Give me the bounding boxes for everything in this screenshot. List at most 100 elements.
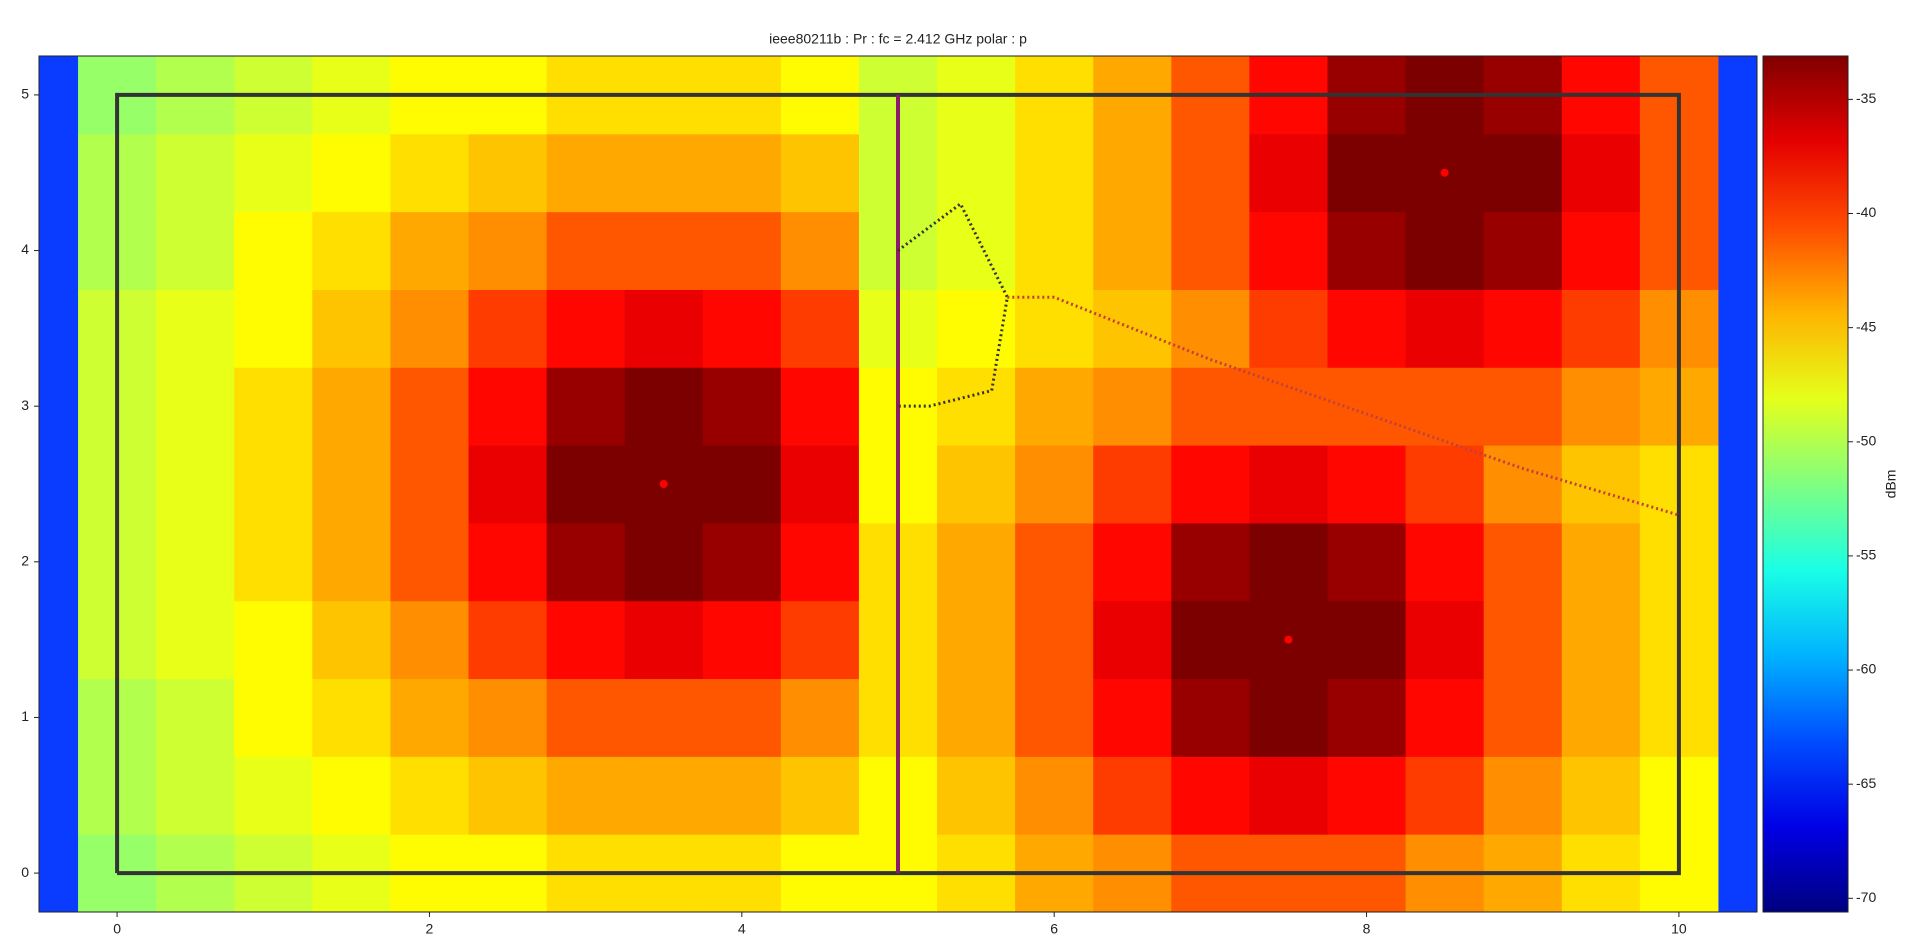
heat-cell <box>390 289 469 368</box>
heat-cell <box>1171 445 1250 524</box>
heat-cell <box>390 756 469 835</box>
heat-cell <box>1483 600 1563 680</box>
heat-cell <box>702 133 782 213</box>
heat-cell <box>390 678 469 757</box>
heat-cell <box>390 600 469 680</box>
heat-cell <box>1561 211 1641 290</box>
heat-cell <box>780 133 860 213</box>
heat-cell <box>1171 289 1250 368</box>
heat-cell <box>1327 211 1407 290</box>
heat-cell <box>1327 445 1407 524</box>
heat-cell <box>780 756 860 835</box>
colorbar-tick-label: -35 <box>1856 90 1876 106</box>
heat-cell <box>702 367 782 446</box>
heat-cell <box>468 289 548 368</box>
heat-cell <box>1405 600 1485 680</box>
heat-cell <box>702 600 782 680</box>
heat-cell <box>546 133 626 213</box>
heat-cell <box>312 367 391 446</box>
heat-cell <box>1093 678 1172 757</box>
heat-cell <box>780 367 860 446</box>
chart-title: ieee80211b : Pr : fc = 2.412 GHz polar :… <box>769 31 1027 47</box>
heat-cell <box>624 289 704 368</box>
heat-cell <box>937 367 1016 446</box>
heat-cell <box>1093 756 1172 835</box>
heat-cell <box>234 289 313 368</box>
heat-cell <box>234 756 313 835</box>
heat-cell <box>234 600 313 680</box>
heat-cell <box>156 678 235 757</box>
heat-cell <box>234 367 313 446</box>
heat-cell <box>312 756 391 835</box>
heat-cell <box>624 600 704 680</box>
x-tick-label: 8 <box>1363 921 1371 937</box>
heat-cell <box>390 522 469 602</box>
heat-cell <box>312 522 391 602</box>
heat-cell <box>937 600 1016 680</box>
heat-cell <box>1249 211 1328 290</box>
heat-cell <box>468 367 548 446</box>
heat-cell <box>1015 289 1094 368</box>
heat-cell <box>156 445 235 524</box>
heat-cell <box>546 678 626 757</box>
heat-cell <box>1171 367 1250 446</box>
heat-cell <box>1483 367 1563 446</box>
heat-cell <box>780 289 860 368</box>
heat-cell <box>312 133 391 213</box>
heat-cell <box>468 445 548 524</box>
heat-cell <box>1327 367 1407 446</box>
heat-cell <box>1405 445 1485 524</box>
heat-cell <box>1405 756 1485 835</box>
heat-cell <box>1015 522 1094 602</box>
heat-cell <box>1483 522 1563 602</box>
heat-cell <box>1171 600 1250 680</box>
heat-cell <box>468 211 548 290</box>
heat-cell <box>1405 367 1485 446</box>
heat-cell <box>702 756 782 835</box>
heat-cell <box>624 211 704 290</box>
heat-cell <box>390 367 469 446</box>
heat-cell <box>937 678 1016 757</box>
heat-cell <box>546 600 626 680</box>
heat-cell <box>1015 756 1094 835</box>
heat-cell <box>1093 445 1172 524</box>
heat-cell <box>1561 600 1641 680</box>
heat-cell <box>546 289 626 368</box>
colorbar-tick-label: -65 <box>1856 775 1876 791</box>
heat-cell <box>1405 211 1485 290</box>
heat-cell <box>780 445 860 524</box>
heat-cell <box>468 522 548 602</box>
colorbar-tick-label: -40 <box>1856 204 1876 220</box>
heat-cell <box>937 445 1016 524</box>
heat-cell <box>156 756 235 835</box>
access-point <box>659 480 668 488</box>
heat-cell <box>1327 133 1407 213</box>
heat-cell <box>1171 678 1250 757</box>
colorbar-tick-label: -70 <box>1856 889 1876 905</box>
x-tick-label: 10 <box>1671 921 1687 937</box>
heat-cell <box>937 211 1016 290</box>
heat-cell <box>937 522 1016 602</box>
heat-cell <box>1327 289 1407 368</box>
heat-cell <box>702 211 782 290</box>
heat-cell <box>702 289 782 368</box>
heat-cell <box>1327 522 1407 602</box>
heat-cell <box>1249 678 1328 757</box>
heat-cell <box>1405 678 1485 757</box>
heat-cell <box>1327 756 1407 835</box>
heat-cell <box>1171 522 1250 602</box>
heat-cell <box>1015 133 1094 213</box>
heat-cell <box>234 211 313 290</box>
heat-cell <box>1327 600 1407 680</box>
heat-cell <box>1561 289 1641 368</box>
heat-cell <box>234 522 313 602</box>
heat-cell <box>312 289 391 368</box>
heat-cell <box>312 600 391 680</box>
heat-cell <box>312 445 391 524</box>
y-tick-label: 2 <box>21 553 29 569</box>
heat-cell <box>1483 211 1563 290</box>
plot-frame <box>38 55 1758 913</box>
colorbar-tick-label: -45 <box>1856 318 1876 334</box>
